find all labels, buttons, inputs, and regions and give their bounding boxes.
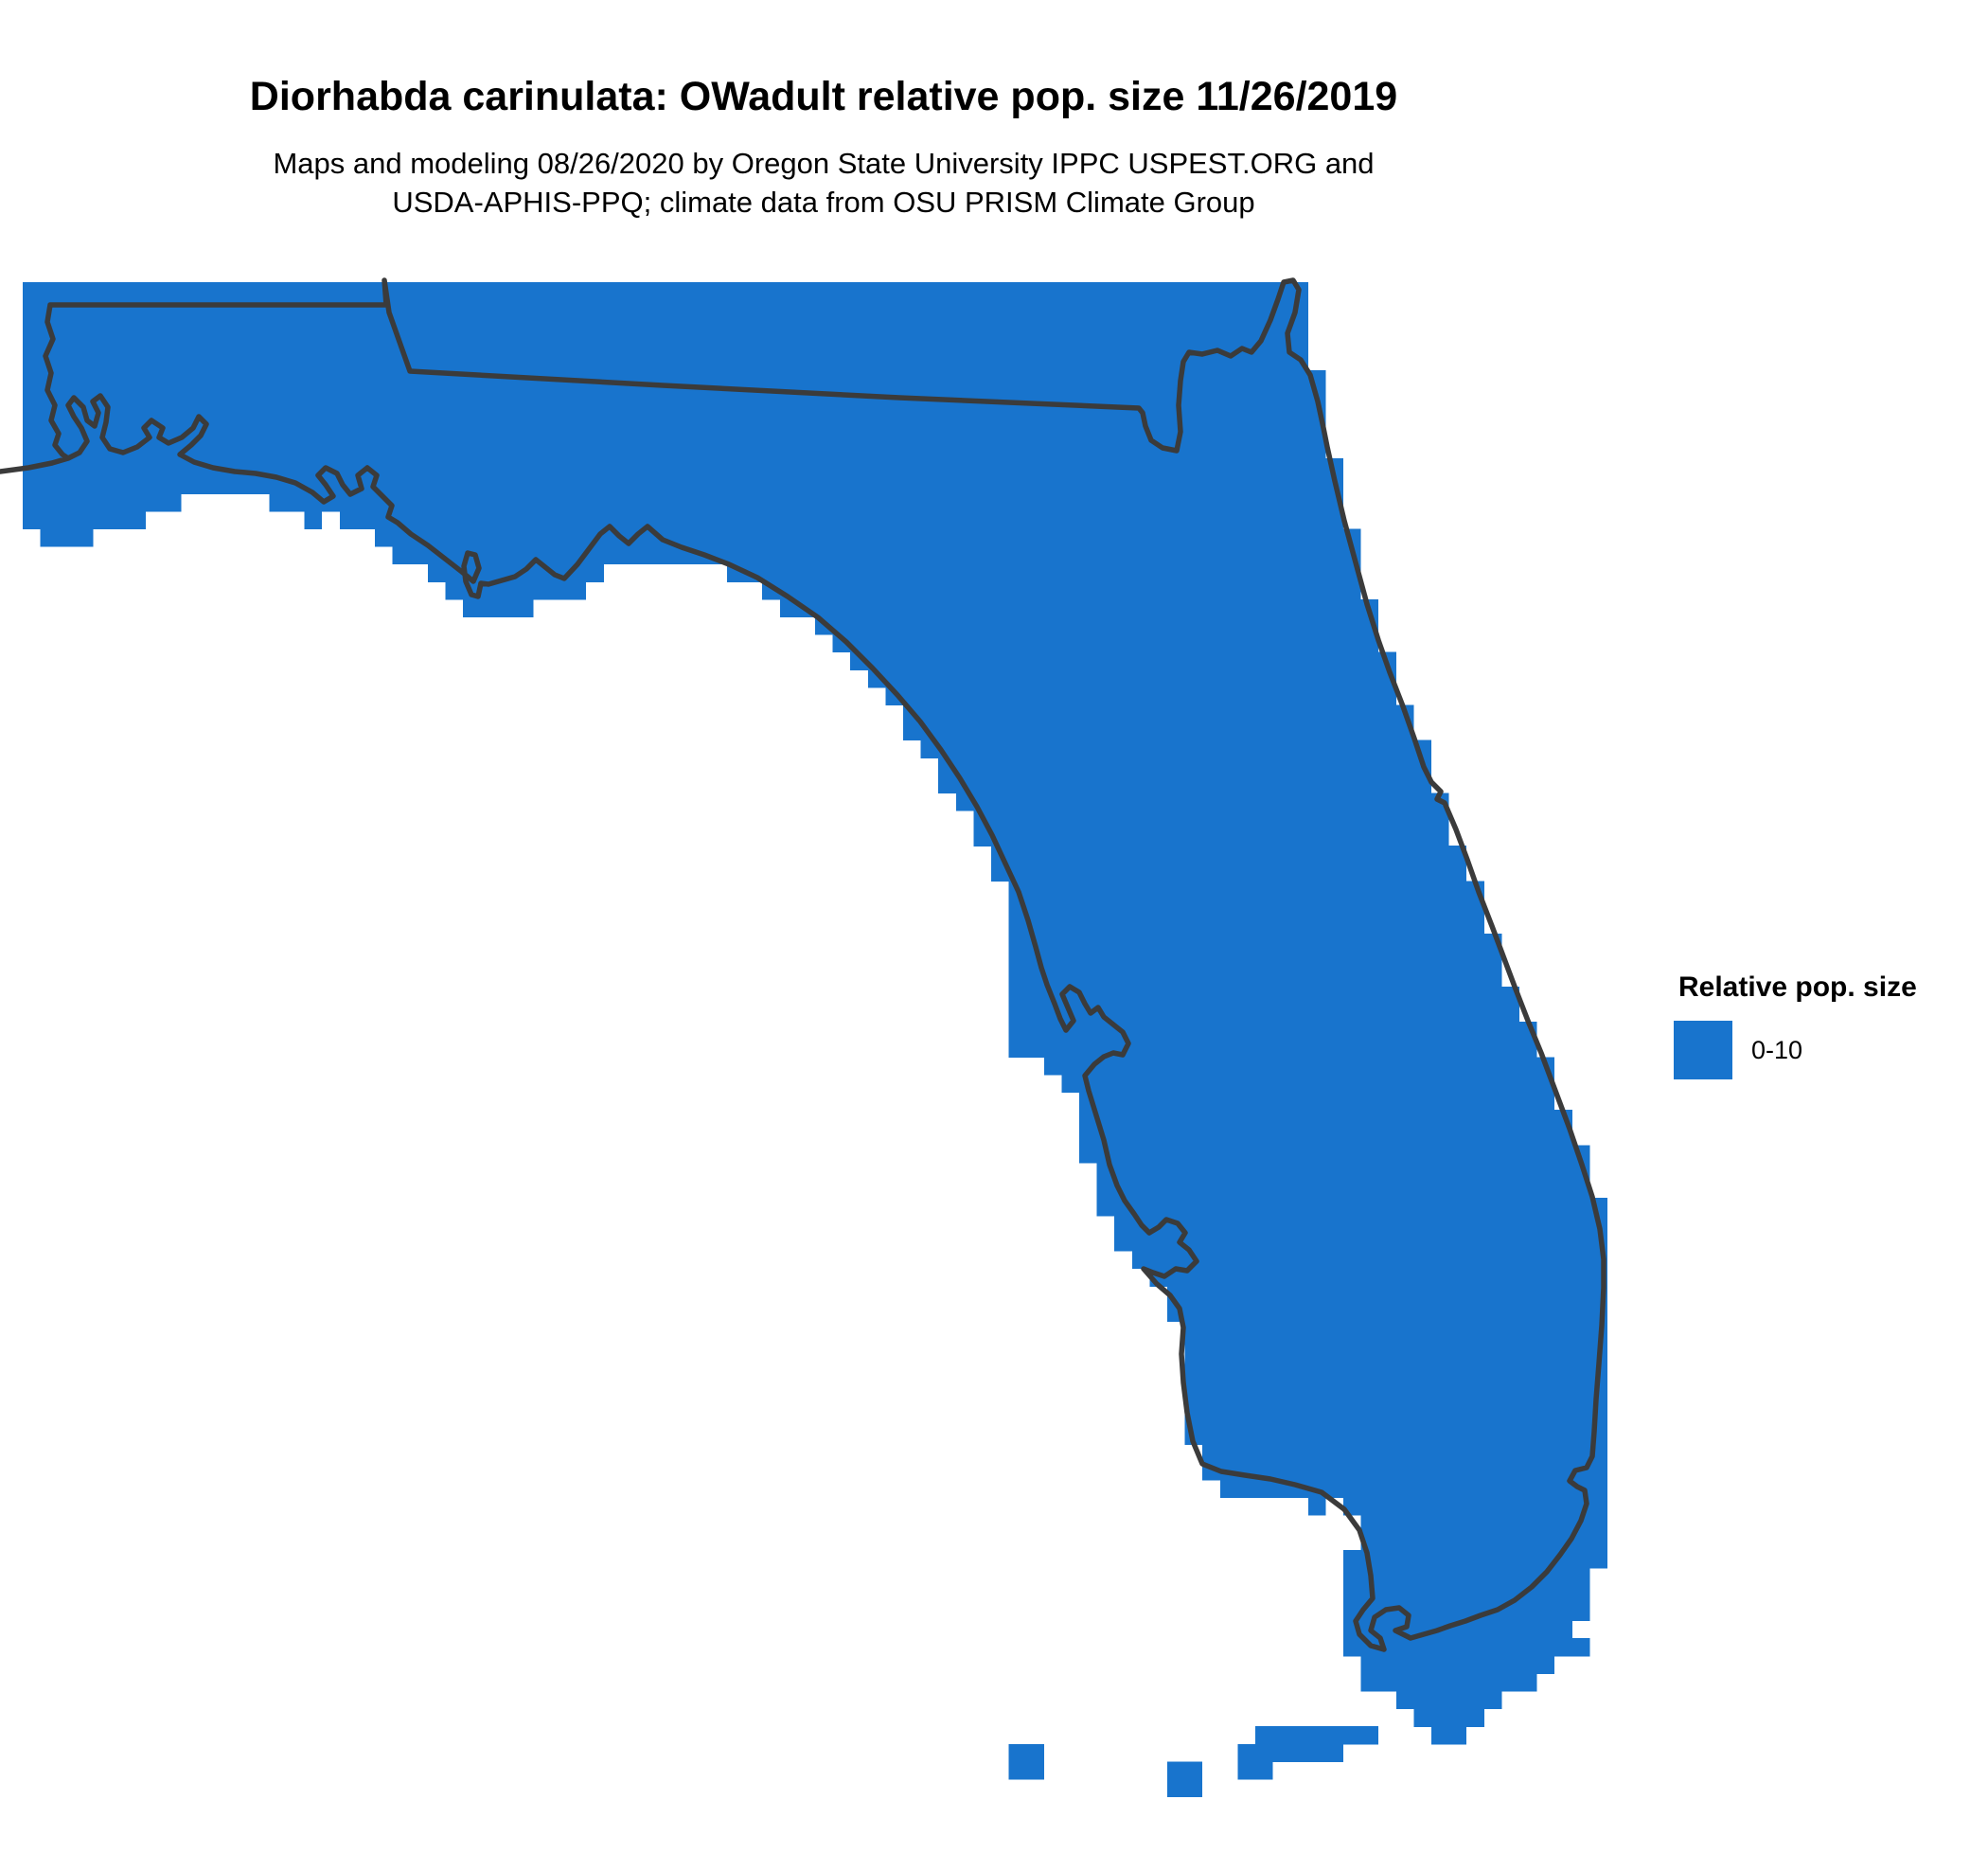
map-title: Diorhabda carinulata: OWadult relative p… xyxy=(249,74,1398,119)
map-subtitle-line1: Maps and modeling 08/26/2020 by Oregon S… xyxy=(273,147,1375,180)
legend-title: Relative pop. size xyxy=(1678,971,1917,1003)
legend: Relative pop. size 0-10 xyxy=(1674,971,1977,1079)
state-outline xyxy=(0,277,1606,1652)
map-header: Diorhabda carinulata: OWadult relative p… xyxy=(28,74,1619,223)
legend-swatch xyxy=(1674,1021,1732,1079)
map-subtitle: Maps and modeling 08/26/2020 by Oregon S… xyxy=(28,145,1619,223)
legend-item: 0-10 xyxy=(1674,1021,1977,1079)
map-subtitle-line2: USDA-APHIS-PPQ; climate data from OSU PR… xyxy=(392,185,1255,219)
legend-item-label: 0-10 xyxy=(1751,1035,1803,1064)
